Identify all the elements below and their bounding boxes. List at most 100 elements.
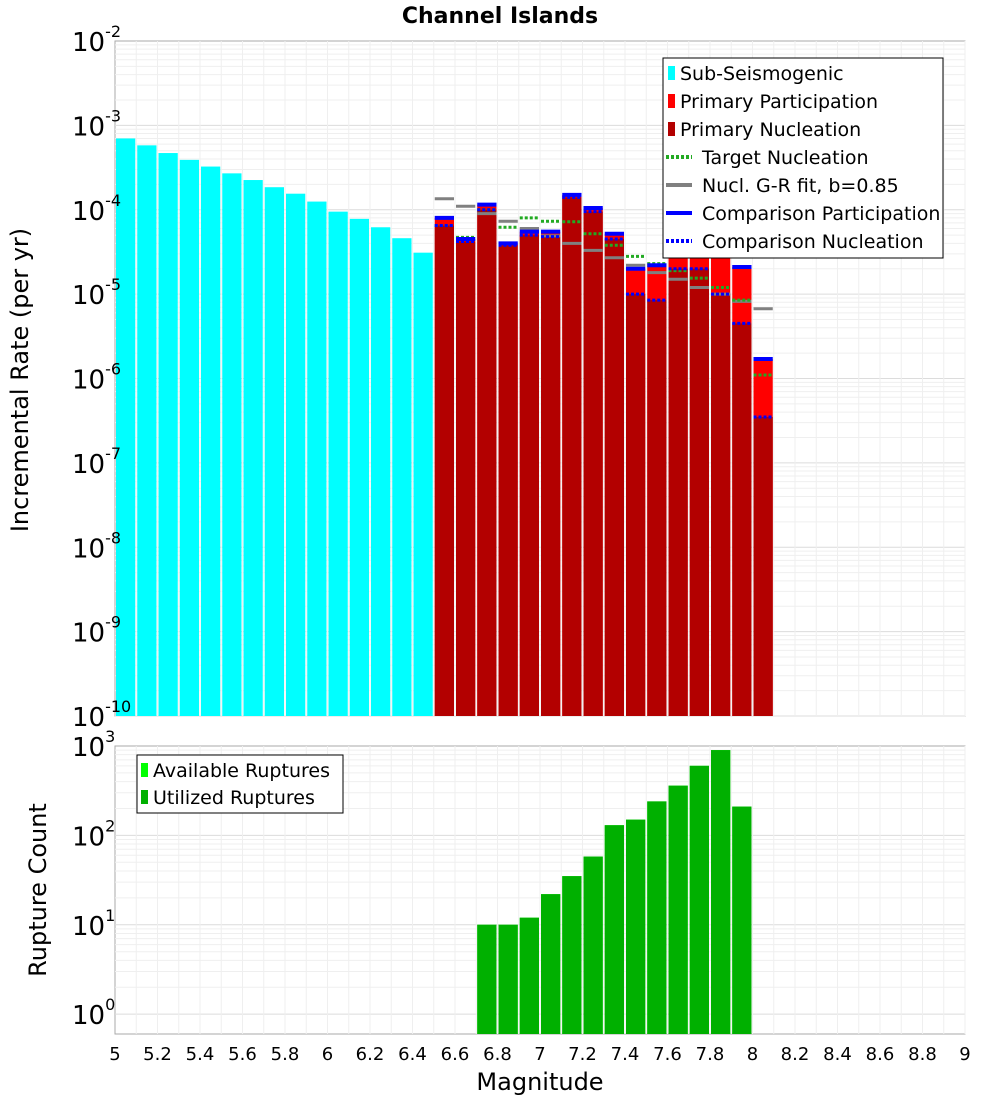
sub-seismogenic-bar	[286, 193, 306, 716]
x-tick-label: 6.8	[483, 1044, 512, 1065]
top-y-tick-label: 10-2	[72, 22, 121, 58]
top-y-tick-label: 10-7	[72, 444, 121, 480]
legend-label: Available Ruptures	[153, 760, 330, 782]
sub-seismogenic-bar	[158, 153, 178, 716]
utilized-ruptures-bar	[626, 819, 646, 1034]
primary-nucleation-bar	[519, 235, 539, 716]
x-tick-label: 6	[322, 1044, 333, 1065]
top-legend-box	[662, 57, 944, 259]
bottom-plot: 100 101 102 103 5 5.2 5.4 5.6 5.8 6 6.2 6.4 6.6 6.8 7…	[24, 727, 971, 1096]
x-tick-label: 5.4	[186, 1044, 215, 1065]
sub-seismogenic-bar	[371, 227, 391, 716]
legend-label: Utilized Ruptures	[153, 787, 315, 809]
bottom-y-tick-labels: 100 101 102 103	[72, 727, 115, 1031]
x-tick-label: 7.6	[653, 1044, 682, 1065]
legend-swatch	[668, 66, 675, 80]
bottom-legend: Available Ruptures Utilized Ruptures	[136, 754, 344, 814]
bottom-bars	[477, 750, 752, 1034]
primary-nucleation-bar	[562, 197, 582, 717]
x-tick-label: 6.6	[441, 1044, 470, 1065]
x-tick-label: 7.4	[611, 1044, 640, 1065]
top-y-tick-label: 10-8	[72, 528, 121, 564]
utilized-ruptures-bar	[583, 856, 603, 1034]
utilized-ruptures-bar	[711, 750, 731, 1034]
x-tick-label: 5	[109, 1044, 120, 1065]
x-tick-label: 9	[959, 1044, 970, 1065]
bottom-gridlines	[115, 746, 966, 1034]
legend-label: Primary Nucleation	[680, 119, 861, 141]
top-y-tick-label: 10-4	[72, 191, 121, 227]
primary-nucleation-bar	[626, 294, 646, 716]
bottom-y-tick-label: 102	[72, 816, 115, 852]
primary-nucleation-bar	[647, 300, 667, 716]
chart-title: Channel Islands	[402, 4, 598, 29]
bottom-legend-items: Available Ruptures Utilized Ruptures	[141, 760, 330, 809]
utilized-ruptures-bar	[541, 894, 561, 1034]
x-tick-label: 8	[747, 1044, 758, 1065]
sub-seismogenic-bar	[179, 159, 199, 717]
legend-label: Primary Participation	[680, 91, 878, 113]
bottom-legend-box	[136, 754, 344, 814]
bottom-y-tick-label: 103	[72, 727, 115, 763]
top-legend-items: Sub-Seismogenic Primary Participation Prim…	[666, 63, 940, 253]
utilized-ruptures-bar	[498, 924, 518, 1034]
x-tick-label: 6.4	[398, 1044, 427, 1065]
sub-seismogenic-bar	[116, 138, 136, 717]
x-tick-label: 7.8	[696, 1044, 725, 1065]
utilized-ruptures-bar	[647, 801, 667, 1034]
sub-seismogenic-bar	[243, 180, 263, 716]
x-tick-label: 8.8	[908, 1044, 937, 1065]
legend-swatch	[141, 790, 148, 804]
primary-nucleation-bar	[583, 211, 603, 716]
sub-seismogenic-bar	[349, 218, 369, 716]
x-tick-label: 8.6	[866, 1044, 895, 1065]
top-y-tick-label: 10-10	[72, 697, 131, 733]
top-legend: Sub-Seismogenic Primary Participation Prim…	[662, 57, 944, 259]
top-lines	[434, 192, 773, 419]
top-y-tick-label: 10-3	[72, 106, 121, 142]
utilized-ruptures-bar	[604, 825, 624, 1034]
x-tick-label: 5.2	[143, 1044, 172, 1065]
top-y-tick-label: 10-5	[72, 275, 121, 311]
top-y-tick-label: 10-9	[72, 613, 121, 649]
legend-label: Sub-Seismogenic	[680, 63, 844, 85]
x-tick-label: 6.2	[356, 1044, 385, 1065]
primary-nucleation-bar	[732, 323, 752, 716]
top-y-axis-label: Incremental Rate (per yr)	[6, 228, 34, 532]
utilized-ruptures-bar	[668, 785, 688, 1034]
utilized-ruptures-bar	[477, 924, 497, 1034]
x-tick-label: 5.8	[271, 1044, 300, 1065]
primary-nucleation-bar	[498, 245, 518, 717]
utilized-ruptures-bar	[689, 765, 709, 1034]
primary-nucleation-bar	[711, 294, 731, 716]
primary-nucleation-bar	[434, 225, 454, 716]
legend-swatch	[668, 122, 675, 136]
primary-nucleation-bar	[753, 416, 773, 716]
legend-label: Target Nucleation	[701, 147, 869, 169]
legend-label: Comparison Participation	[702, 203, 940, 225]
sub-seismogenic-bar	[201, 166, 221, 717]
bottom-y-axis-label: Rupture Count	[24, 803, 52, 977]
top-bars	[116, 138, 773, 717]
bottom-y-tick-label: 100	[72, 995, 115, 1031]
primary-nucleation-bar	[604, 239, 624, 716]
sub-seismogenic-bar	[307, 201, 327, 716]
primary-nucleation-bar	[668, 268, 688, 716]
top-y-tick-label: 10-6	[72, 360, 121, 396]
x-tick-label: 8.4	[823, 1044, 852, 1065]
sub-seismogenic-bar	[413, 252, 433, 716]
sub-seismogenic-bar	[264, 187, 284, 716]
legend-label: Nucl. G-R fit, b=0.85	[702, 175, 899, 197]
x-tick-label: 7	[534, 1044, 545, 1065]
utilized-ruptures-bar	[519, 917, 539, 1034]
bottom-y-tick-label: 101	[72, 906, 115, 942]
legend-swatch	[141, 763, 148, 777]
sub-seismogenic-bar	[392, 238, 412, 716]
x-axis-label: Magnitude	[476, 1068, 603, 1096]
legend-swatch	[668, 94, 675, 108]
utilized-ruptures-bar	[732, 806, 752, 1034]
legend-label: Comparison Nucleation	[702, 231, 924, 253]
x-tick-label: 8.2	[781, 1044, 810, 1065]
sub-seismogenic-bar	[328, 211, 348, 716]
